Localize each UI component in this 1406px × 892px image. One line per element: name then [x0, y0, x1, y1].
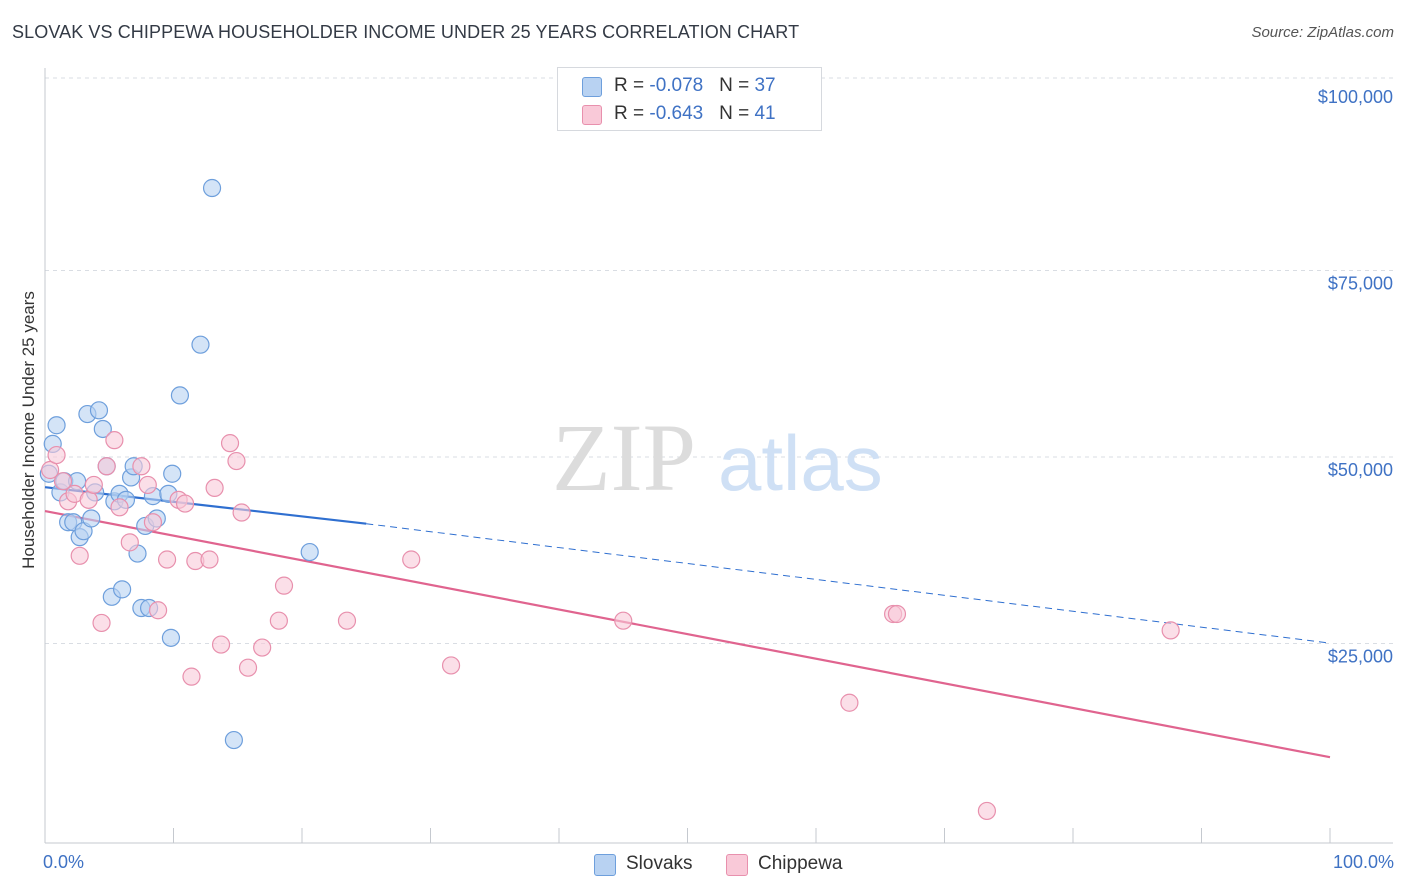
slovaks-point — [89, 401, 109, 420]
y-tick-label: $100,000 — [1318, 87, 1393, 107]
slovaks-point — [163, 464, 182, 483]
chippewa-point — [70, 546, 89, 565]
chippewa-point — [105, 431, 124, 450]
series-legend: Slovaks Chippewa — [0, 852, 1406, 878]
chippewa-point — [182, 667, 201, 686]
chippewa-point — [205, 478, 224, 498]
chippewa-point — [232, 503, 251, 522]
slovaks-point — [224, 730, 243, 750]
chippewa-point — [157, 550, 177, 569]
slovaks-trend-extension — [366, 523, 1331, 644]
source-credit: Source: ZipAtlas.com — [1251, 24, 1394, 41]
chippewa-point — [138, 475, 157, 495]
chippewa-point — [53, 472, 73, 491]
y-tick-label: $25,000 — [1328, 647, 1393, 667]
watermark-atlas: atlas — [718, 419, 883, 507]
trend-lines — [44, 486, 1331, 759]
watermark-zip: ZIP — [552, 404, 696, 511]
legend-label-slovaks: Slovaks — [626, 853, 693, 874]
slovaks-point — [170, 386, 190, 405]
data-points — [39, 178, 1180, 821]
y-tick-labels: $100,000 $75,000 $50,000 $25,000 — [1318, 87, 1393, 667]
chippewa-point — [441, 656, 461, 675]
n-label: N = — [719, 103, 755, 124]
r-value: -0.643 — [649, 103, 704, 124]
slovaks-swatch — [594, 854, 616, 876]
x-tick-min: 0.0% — [43, 852, 85, 872]
chippewa-point — [614, 611, 633, 630]
legend-row-chippewa: R = -0.643 N = 41 — [558, 99, 821, 129]
chippewa-point — [132, 457, 151, 476]
chippewa-point — [110, 498, 129, 517]
r-label: R = — [614, 103, 650, 124]
chippewa-point — [1161, 621, 1180, 640]
slovaks-swatch — [582, 77, 602, 97]
chippewa-point — [120, 533, 139, 552]
chippewa-swatch — [726, 854, 748, 876]
chippewa-point — [274, 576, 294, 595]
watermark: ZIP atlas — [552, 404, 883, 511]
slovaks-point — [161, 628, 181, 647]
axes — [44, 68, 1393, 844]
chippewa-point — [887, 604, 907, 624]
slovaks-point — [300, 542, 319, 562]
x-tick-max: 100.0% — [1332, 852, 1394, 872]
chart-title: SLOVAK VS CHIPPEWA HOUSEHOLDER INCOME UN… — [12, 22, 800, 42]
r-value: -0.078 — [649, 75, 704, 96]
r-label: R = — [614, 75, 650, 96]
n-value: 41 — [754, 103, 776, 124]
chippewa-point — [148, 601, 168, 620]
slovaks-point — [191, 335, 210, 354]
chippewa-point — [253, 638, 272, 657]
legend-label-chippewa: Chippewa — [758, 853, 843, 874]
chippewa-point — [143, 513, 163, 532]
chippewa-point — [337, 611, 357, 630]
chippewa-point — [211, 635, 231, 654]
chippewa-point — [47, 445, 66, 465]
legend-row-slovaks: R = -0.078 N = 37 — [558, 71, 821, 101]
y-tick-label: $75,000 — [1328, 274, 1393, 294]
chippewa-point — [269, 611, 288, 630]
chippewa-point — [402, 550, 421, 569]
legend-row-text: R = -0.078 N = 37 — [614, 75, 776, 97]
chippewa-point — [97, 457, 116, 476]
chippewa-point — [84, 475, 103, 495]
chippewa-point — [238, 658, 258, 677]
legend-row-text: R = -0.643 N = 41 — [614, 103, 776, 125]
slovaks-point — [93, 419, 112, 439]
slovaks-point — [82, 509, 101, 528]
chippewa-trend-line — [44, 509, 1331, 759]
slovaks-point — [47, 416, 66, 435]
slovaks-point — [112, 580, 132, 599]
slovaks-point — [202, 178, 222, 198]
chippewa-swatch — [582, 105, 602, 125]
chippewa-point — [92, 613, 111, 633]
n-value: 37 — [754, 75, 776, 96]
chippewa-point — [175, 494, 195, 513]
grid-lines — [45, 77, 1393, 644]
y-tick-label: $50,000 — [1328, 460, 1393, 480]
chippewa-point — [840, 693, 859, 712]
chippewa-point — [227, 451, 246, 471]
chippewa-point — [200, 550, 219, 569]
chippewa-point — [220, 434, 240, 453]
correlation-legend: R = -0.078 N = 37 R = -0.643 N = 41 — [557, 67, 822, 131]
chippewa-point — [977, 801, 997, 821]
n-label: N = — [719, 75, 755, 96]
